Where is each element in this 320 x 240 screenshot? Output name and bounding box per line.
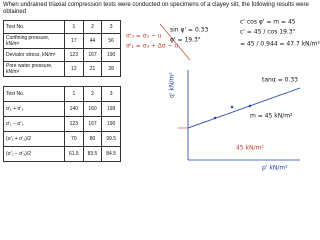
- handwritten-note: σ'₃ = σ₃ − u: [126, 33, 162, 40]
- value-cell: 99.5: [101, 131, 121, 147]
- handwritten-note: σ'₁ = σ₃ + Δσ − u: [126, 43, 178, 50]
- row: σ'₁ − σ'₃ 123 167 190: [3, 116, 121, 132]
- handwritten-note: tanα = 0.33: [262, 77, 298, 84]
- row: σ'₁ + σ'₃ 140 160 199: [3, 101, 121, 117]
- header-row: Test No. 1 2 3: [3, 86, 121, 102]
- row: (σ'₁ − σ'₃)/2 61.5 83.5 84.5: [3, 146, 121, 162]
- annotations: σ'₃ = σ₃ − u σ'₁ = σ₃ + Δσ − u sin φ' = 0.…: [126, 19, 320, 172]
- row: Deviator stress, kN/m² 123 167 190: [3, 48, 121, 62]
- problem-statement: When undrained triaxial compression test…: [3, 2, 309, 15]
- handwritten-note: c' cos φ' = m = 45: [240, 19, 296, 26]
- value-cell: 28: [101, 61, 121, 77]
- results-table: Test No. 1 2 3 Confining pressure, kN/m² 17 44…: [3, 20, 121, 77]
- stress-point: [248, 104, 252, 108]
- handwritten-note: q' kN/m²: [169, 72, 176, 98]
- lecture-page: When undrained triaxial compression test…: [3, 2, 320, 172]
- stress-point: [230, 105, 234, 109]
- value-cell: 84.5: [101, 146, 121, 162]
- handwritten-note: p' kN/m²: [262, 165, 288, 172]
- row: Confining pressure, kN/m² 17 44 56: [3, 33, 121, 49]
- value-cell: 199: [101, 101, 121, 117]
- handwritten-note: 45 kN/m²: [236, 145, 264, 152]
- handwritten-note: sin φ' = 0.33: [170, 27, 208, 34]
- pointer: [159, 23, 191, 61]
- computed-table: Test No. 1 2 3 σ'₁ + σ'₃ 140 160 199 σ'₁ − σ'₃ 12…: [3, 86, 121, 162]
- value-cell: 190: [101, 48, 121, 62]
- handwritten-note: = 45 / 0.944 = 47.7 kN/m²: [240, 41, 320, 48]
- row-label: Pore water pressure, kN/m²: [3, 61, 65, 77]
- handwritten-note: φ' = 19.3°: [170, 37, 201, 44]
- handwritten-note: m = 45 kN/m²: [250, 113, 293, 120]
- stress-point: [213, 116, 217, 120]
- row-label: (σ'₁ − σ'₃)/2: [3, 146, 65, 162]
- handwritten-note: c' = 45 / cos 19.3°: [240, 29, 296, 36]
- header-row: Test No. 1 2 3: [3, 20, 121, 34]
- kf-line: [187, 87, 301, 129]
- row: Pore water pressure, kN/m² 12 21 28: [3, 61, 121, 77]
